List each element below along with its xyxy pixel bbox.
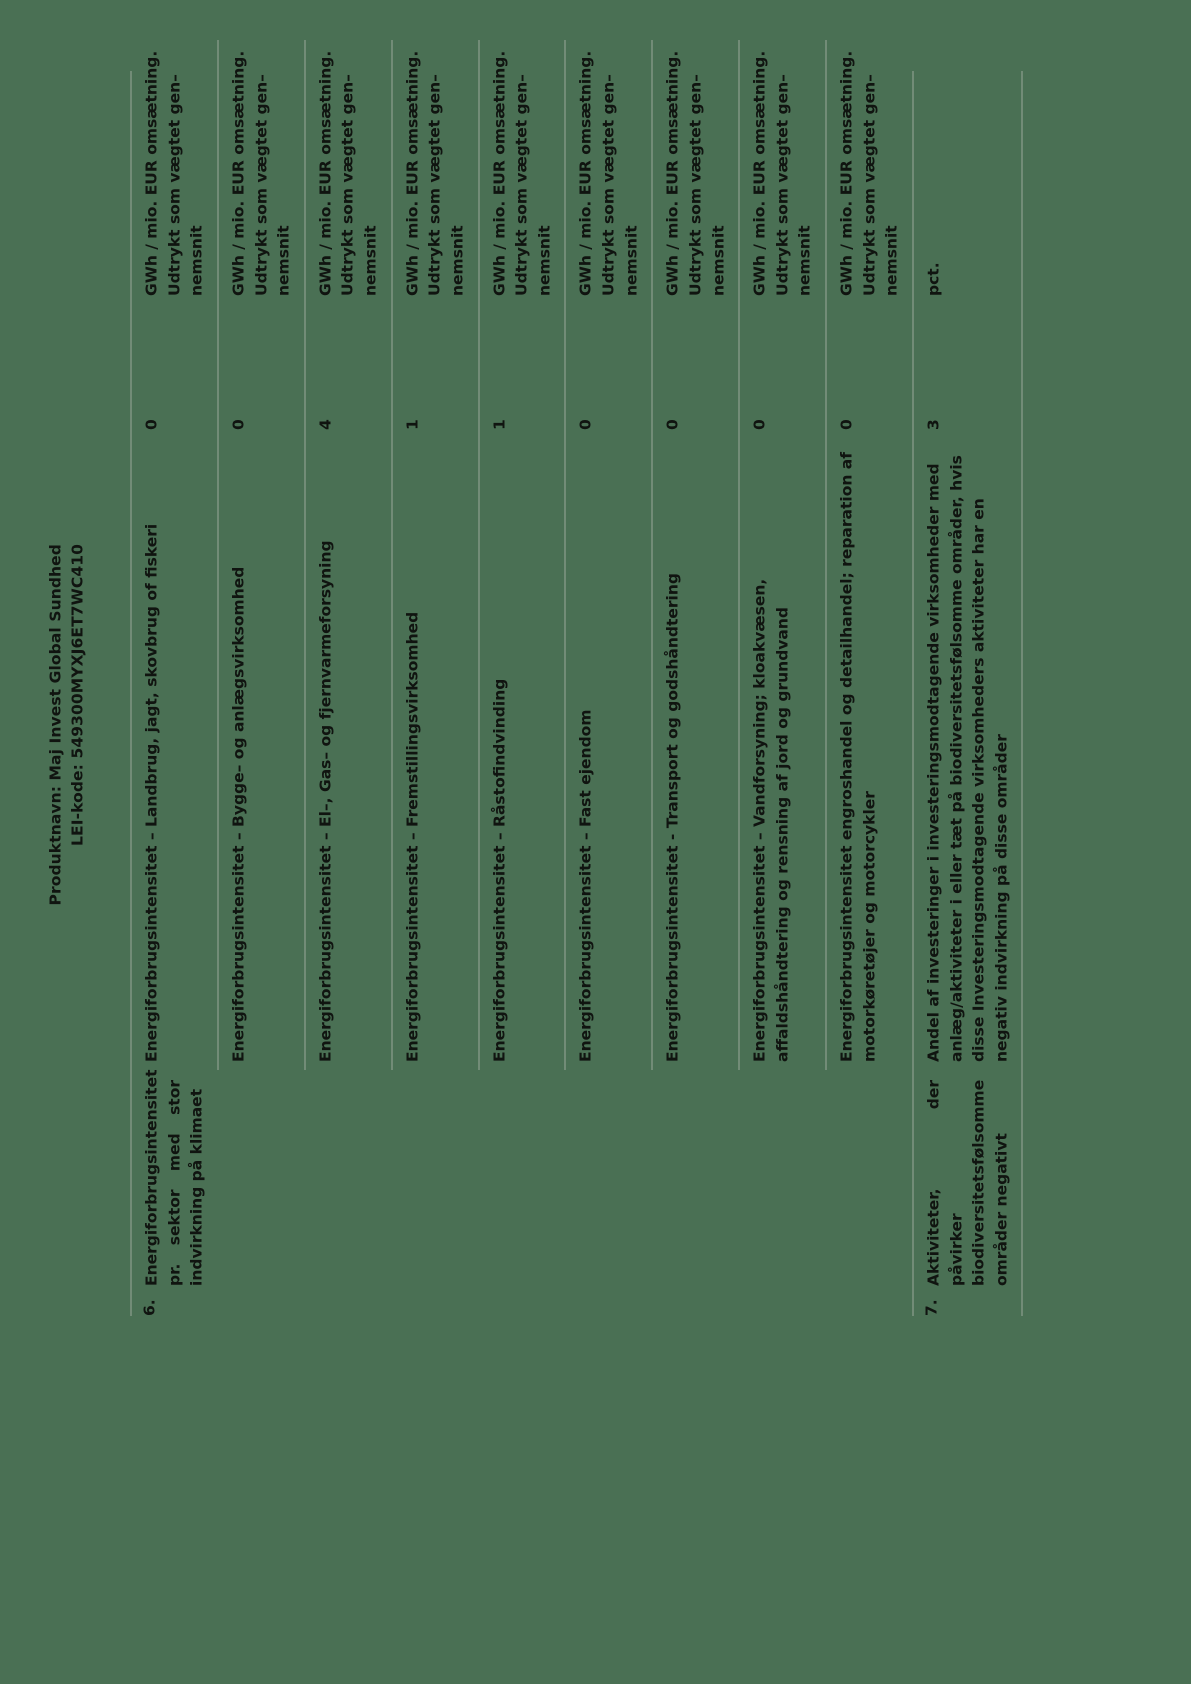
metric-row: Energiforbrugsintensitet – Fremstillings… [390, 40, 478, 1070]
metric-value: 0 [837, 419, 855, 430]
row-indicator-label: Energiforbrugsintensitet pr. sektor med … [142, 1069, 206, 1287]
metric-row: Energiforbrugsintensitet engroshandel og… [825, 40, 912, 1070]
metric-unit: GWh / mio. EUR omsætning. Udtrykt som væ… [750, 50, 814, 296]
metric-unit: GWh / mio. EUR omsætning. Udtrykt som væ… [402, 50, 466, 296]
metric-unit: GWh / mio. EUR omsætning. Udtrykt som væ… [489, 50, 553, 296]
metric-value: 0 [750, 419, 769, 430]
metric-label: Energiforbrugsintensitet – Vandforsyning… [750, 578, 791, 1062]
metric-label: Energiforbrugsintensitet engroshandel og… [837, 451, 878, 1062]
metric-unit: GWh / mio. EUR omsætning. Udtrykt som væ… [576, 50, 640, 296]
page-header: Produktnavn: Maj Invest Global Sundhed L… [44, 544, 88, 1324]
metric-row: Energiforbrugsintensitet – Vandforsyning… [738, 40, 825, 1070]
metric-unit: pct. [923, 262, 942, 296]
metric-label: Energiforbrugsintensitet – Landbrug, jag… [142, 523, 160, 1062]
metric-label: Energiforbrugsintensitet – Bygge– og anl… [228, 566, 247, 1062]
row-number: 7. [921, 1299, 940, 1316]
metric-unit: GWh / mio. EUR omsætning. Udtrykt som væ… [315, 50, 379, 296]
metric-label: Energiforbrugsintensitet - Transport og … [663, 573, 682, 1062]
metric-value: 1 [402, 419, 421, 430]
table-row: 6. Energiforbrugsintensitet pr. sektor m… [130, 40, 912, 1316]
metric-value: 0 [228, 419, 247, 430]
metric-unit: GWh / mio. EUR omsætning. Udtrykt som væ… [228, 50, 293, 296]
metric-row: Energiforbrugsintensitet - Transport og … [651, 40, 739, 1070]
metric-row: Energiforbrugsintensitet – Fast ejendom … [564, 40, 652, 1070]
metric-value: 0 [663, 419, 682, 430]
table-row: 7. Aktiviteter, der påvirker biodiversit… [911, 71, 1023, 1316]
metric-row: Andel af investeringer i investeringsmod… [913, 40, 1022, 1070]
metric-row: Energiforbrugsintensitet – Bygge– og anl… [216, 40, 304, 1070]
metric-value: 1 [489, 419, 508, 430]
pai-indicator-table: 6. Energiforbrugsintensitet pr. sektor m… [130, 40, 1023, 1316]
metric-unit: GWh / mio. EUR omsætning. Udtrykt som væ… [142, 50, 206, 296]
metric-value: 3 [923, 419, 942, 430]
metric-row: Energiforbrugsintensitet – Råstofindvind… [477, 40, 565, 1070]
metric-value: 0 [576, 419, 595, 430]
row-number: 6. [140, 1299, 158, 1316]
lei-code-line: LEI-kode: 549300MYXJ6ET7WC410 [68, 544, 86, 846]
metric-label: Energiforbrugsintensitet – Råstofindvind… [489, 678, 508, 1062]
metric-label: Energiforbrugsintensitet – Fast ejendom [576, 709, 595, 1062]
metric-row: Energiforbrugsintensitet – El–, Gas– og … [303, 40, 391, 1070]
metric-unit: GWh / mio. EUR omsætning. Udtrykt som væ… [663, 50, 727, 296]
metric-value: 0 [142, 419, 160, 430]
row-indicator-label: Aktiviteter, der påvirker biodiversitets… [923, 1079, 1010, 1286]
metric-unit: GWh / mio. EUR omsætning. Udtrykt som væ… [837, 50, 901, 296]
metric-label: Energiforbrugsintensitet – Fremstillings… [402, 611, 421, 1062]
metric-row: Energiforbrugsintensitet – Landbrug, jag… [131, 40, 217, 1070]
product-name-line: Produktnavn: Maj Invest Global Sundhed [46, 544, 64, 906]
metric-value: 4 [315, 419, 334, 430]
metric-label: Andel af investeringer i investeringsmod… [923, 455, 1010, 1062]
metric-label: Energiforbrugsintensitet – El–, Gas– og … [315, 540, 334, 1062]
